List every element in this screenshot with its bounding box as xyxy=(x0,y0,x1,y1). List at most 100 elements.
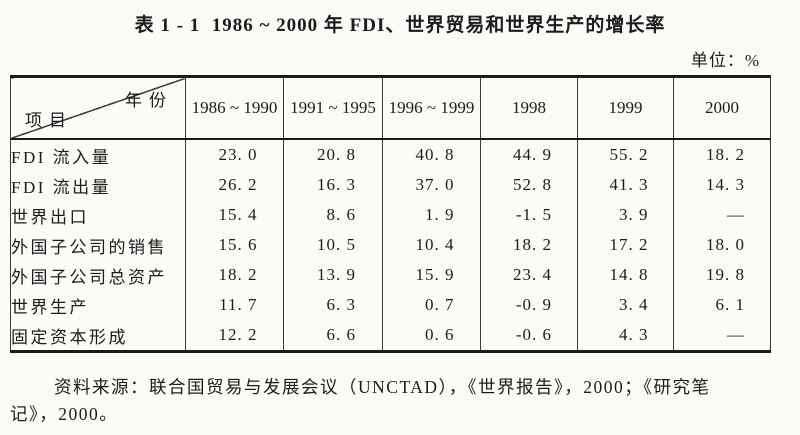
corner-item-label: 项目 xyxy=(25,111,73,130)
header-row: 年份 项目 1986 ~ 1990 1991 ~ 1995 1996 ~ 1999 1… xyxy=(10,76,771,140)
value-cell: 14. 8 xyxy=(577,260,674,290)
cell-value: -0. 6 xyxy=(515,325,552,344)
cell-value: 18. 2 xyxy=(218,265,258,284)
value-cell: 11. 7 xyxy=(185,290,284,320)
cell-value: 37. 0 xyxy=(415,175,455,194)
cell-value: 3. 4 xyxy=(619,295,649,314)
cell-value: 15. 9 xyxy=(415,265,455,284)
cell-value: 12. 2 xyxy=(218,325,258,344)
cell-value: 15. 4 xyxy=(218,205,258,224)
cell-value: 6. 1 xyxy=(715,295,745,314)
value-cell: 10. 4 xyxy=(382,230,481,260)
value-cell: -0. 9 xyxy=(480,290,578,320)
cell-value: — xyxy=(727,325,745,344)
source-note-line-1: 资料来源：联合国贸易与发展会议（UNCTAD），《世界报告》，2000；《研究笔 xyxy=(54,377,711,397)
value-cell: 20. 8 xyxy=(283,139,383,170)
value-cell: 19. 8 xyxy=(673,260,771,290)
cell-value: 8. 6 xyxy=(326,205,356,224)
cell-value: — xyxy=(727,205,745,224)
value-cell: 18. 2 xyxy=(673,139,771,170)
table-row: 外国子公司的销售 15. 6 10. 5 10. 4 18. 2 17. 2 18. 0 xyxy=(11,230,771,260)
value-cell: 0. 7 xyxy=(382,290,481,320)
corner-year-label: 年份 xyxy=(125,91,173,110)
value-cell: — xyxy=(673,200,771,230)
value-cell: 18. 2 xyxy=(480,230,578,260)
cell-value: 23. 0 xyxy=(218,145,258,164)
value-cell: -0. 6 xyxy=(480,320,578,352)
cell-value: 10. 5 xyxy=(317,235,356,254)
value-cell: 6. 1 xyxy=(673,290,771,320)
cell-value: 26. 2 xyxy=(218,175,258,194)
value-cell: 55. 2 xyxy=(577,139,674,170)
cell-value: 6. 6 xyxy=(326,325,356,344)
value-cell: -1. 5 xyxy=(480,200,578,230)
cell-value: 23. 4 xyxy=(513,265,552,284)
row-label: 世界生产 xyxy=(11,297,89,317)
value-cell: 3. 9 xyxy=(577,200,674,230)
value-cell: 37. 0 xyxy=(382,170,481,200)
row-label: 外国子公司总资产 xyxy=(11,267,167,287)
value-cell: 13. 9 xyxy=(283,260,383,290)
cell-value: 10. 4 xyxy=(415,235,455,254)
value-cell: 18. 0 xyxy=(673,230,771,260)
column-header-3: 1996 ~ 1999 xyxy=(382,76,481,140)
row-label: FDI 流出量 xyxy=(11,177,112,197)
cell-value: 19. 8 xyxy=(706,265,745,284)
column-header-4: 1998 xyxy=(480,76,578,140)
value-cell: 10. 5 xyxy=(283,230,383,260)
value-cell: 41. 3 xyxy=(577,170,674,200)
row-label: FDI 流入量 xyxy=(11,147,112,167)
value-cell: 15. 4 xyxy=(185,200,284,230)
value-cell: 52. 8 xyxy=(480,170,578,200)
value-cell: 17. 2 xyxy=(577,230,674,260)
column-header-2: 1991 ~ 1995 xyxy=(283,76,383,140)
source-note: 资料来源：联合国贸易与发展会议（UNCTAD），《世界报告》，2000；《研究笔… xyxy=(10,374,778,428)
value-cell: 26. 2 xyxy=(185,170,284,200)
value-cell: 12. 2 xyxy=(185,320,284,352)
value-cell: 6. 3 xyxy=(283,290,383,320)
value-cell: 18. 2 xyxy=(185,260,284,290)
table-row: 世界生产 11. 7 6. 3 0. 7 -0. 9 3. 4 6. 1 xyxy=(11,290,771,320)
corner-header-cell: 年份 项目 xyxy=(10,76,186,140)
cell-value: 44. 9 xyxy=(513,145,552,164)
table-row: 外国子公司总资产 18. 2 13. 9 15. 9 23. 4 14. 8 19. 8 xyxy=(11,260,771,290)
page-title: 表 1 - 1 1986 ~ 2000 年 FDI、世界贸易和世界生产的增长率 xyxy=(134,15,666,36)
unit-label: 单位：% xyxy=(690,51,760,70)
value-cell: 3. 4 xyxy=(577,290,674,320)
value-cell: 23. 0 xyxy=(185,139,284,170)
cell-value: 40. 8 xyxy=(415,145,455,164)
cell-value: 13. 9 xyxy=(317,265,356,284)
cell-value: 14. 3 xyxy=(706,175,745,194)
table-row: 固定资本形成 12. 2 6. 6 0. 6 -0. 6 4. 3 — xyxy=(11,320,771,352)
column-header-6: 2000 xyxy=(673,76,771,140)
cell-value: 3. 9 xyxy=(619,205,649,224)
cell-value: -0. 9 xyxy=(515,295,552,314)
value-cell: 44. 9 xyxy=(480,139,578,170)
cell-value: 4. 3 xyxy=(619,325,649,344)
cell-value: 11. 7 xyxy=(219,295,258,314)
table-row: 世界出口 15. 4 8. 6 1. 9 -1. 5 3. 9 — xyxy=(11,200,771,230)
value-cell: — xyxy=(673,320,771,352)
cell-value: 20. 8 xyxy=(317,145,356,164)
cell-value: 15. 6 xyxy=(218,235,258,254)
table-row: FDI 流入量 23. 0 20. 8 40. 8 44. 9 55. 2 18. 2 xyxy=(11,139,771,170)
cell-value: 0. 6 xyxy=(425,325,455,344)
cell-value: 6. 3 xyxy=(326,295,356,314)
cell-value: 14. 8 xyxy=(609,265,649,284)
cell-value: 0. 7 xyxy=(425,295,455,314)
value-cell: 1. 9 xyxy=(382,200,481,230)
cell-value: 18. 2 xyxy=(513,235,552,254)
value-cell: 16. 3 xyxy=(283,170,383,200)
row-label: 外国子公司的销售 xyxy=(11,237,167,257)
source-note-line-2: 记》，2000。 xyxy=(10,404,119,424)
cell-value: 18. 0 xyxy=(706,235,745,254)
growth-rate-table: 年份 项目 1986 ~ 1990 1991 ~ 1995 1996 ~ 1999 1… xyxy=(10,75,771,353)
cell-value: 41. 3 xyxy=(609,175,649,194)
column-header-1: 1986 ~ 1990 xyxy=(185,76,284,140)
cell-value: -1. 5 xyxy=(515,205,552,224)
row-label: 世界出口 xyxy=(11,207,89,227)
value-cell: 14. 3 xyxy=(673,170,771,200)
value-cell: 4. 3 xyxy=(577,320,674,352)
cell-value: 17. 2 xyxy=(609,235,649,254)
value-cell: 8. 6 xyxy=(283,200,383,230)
